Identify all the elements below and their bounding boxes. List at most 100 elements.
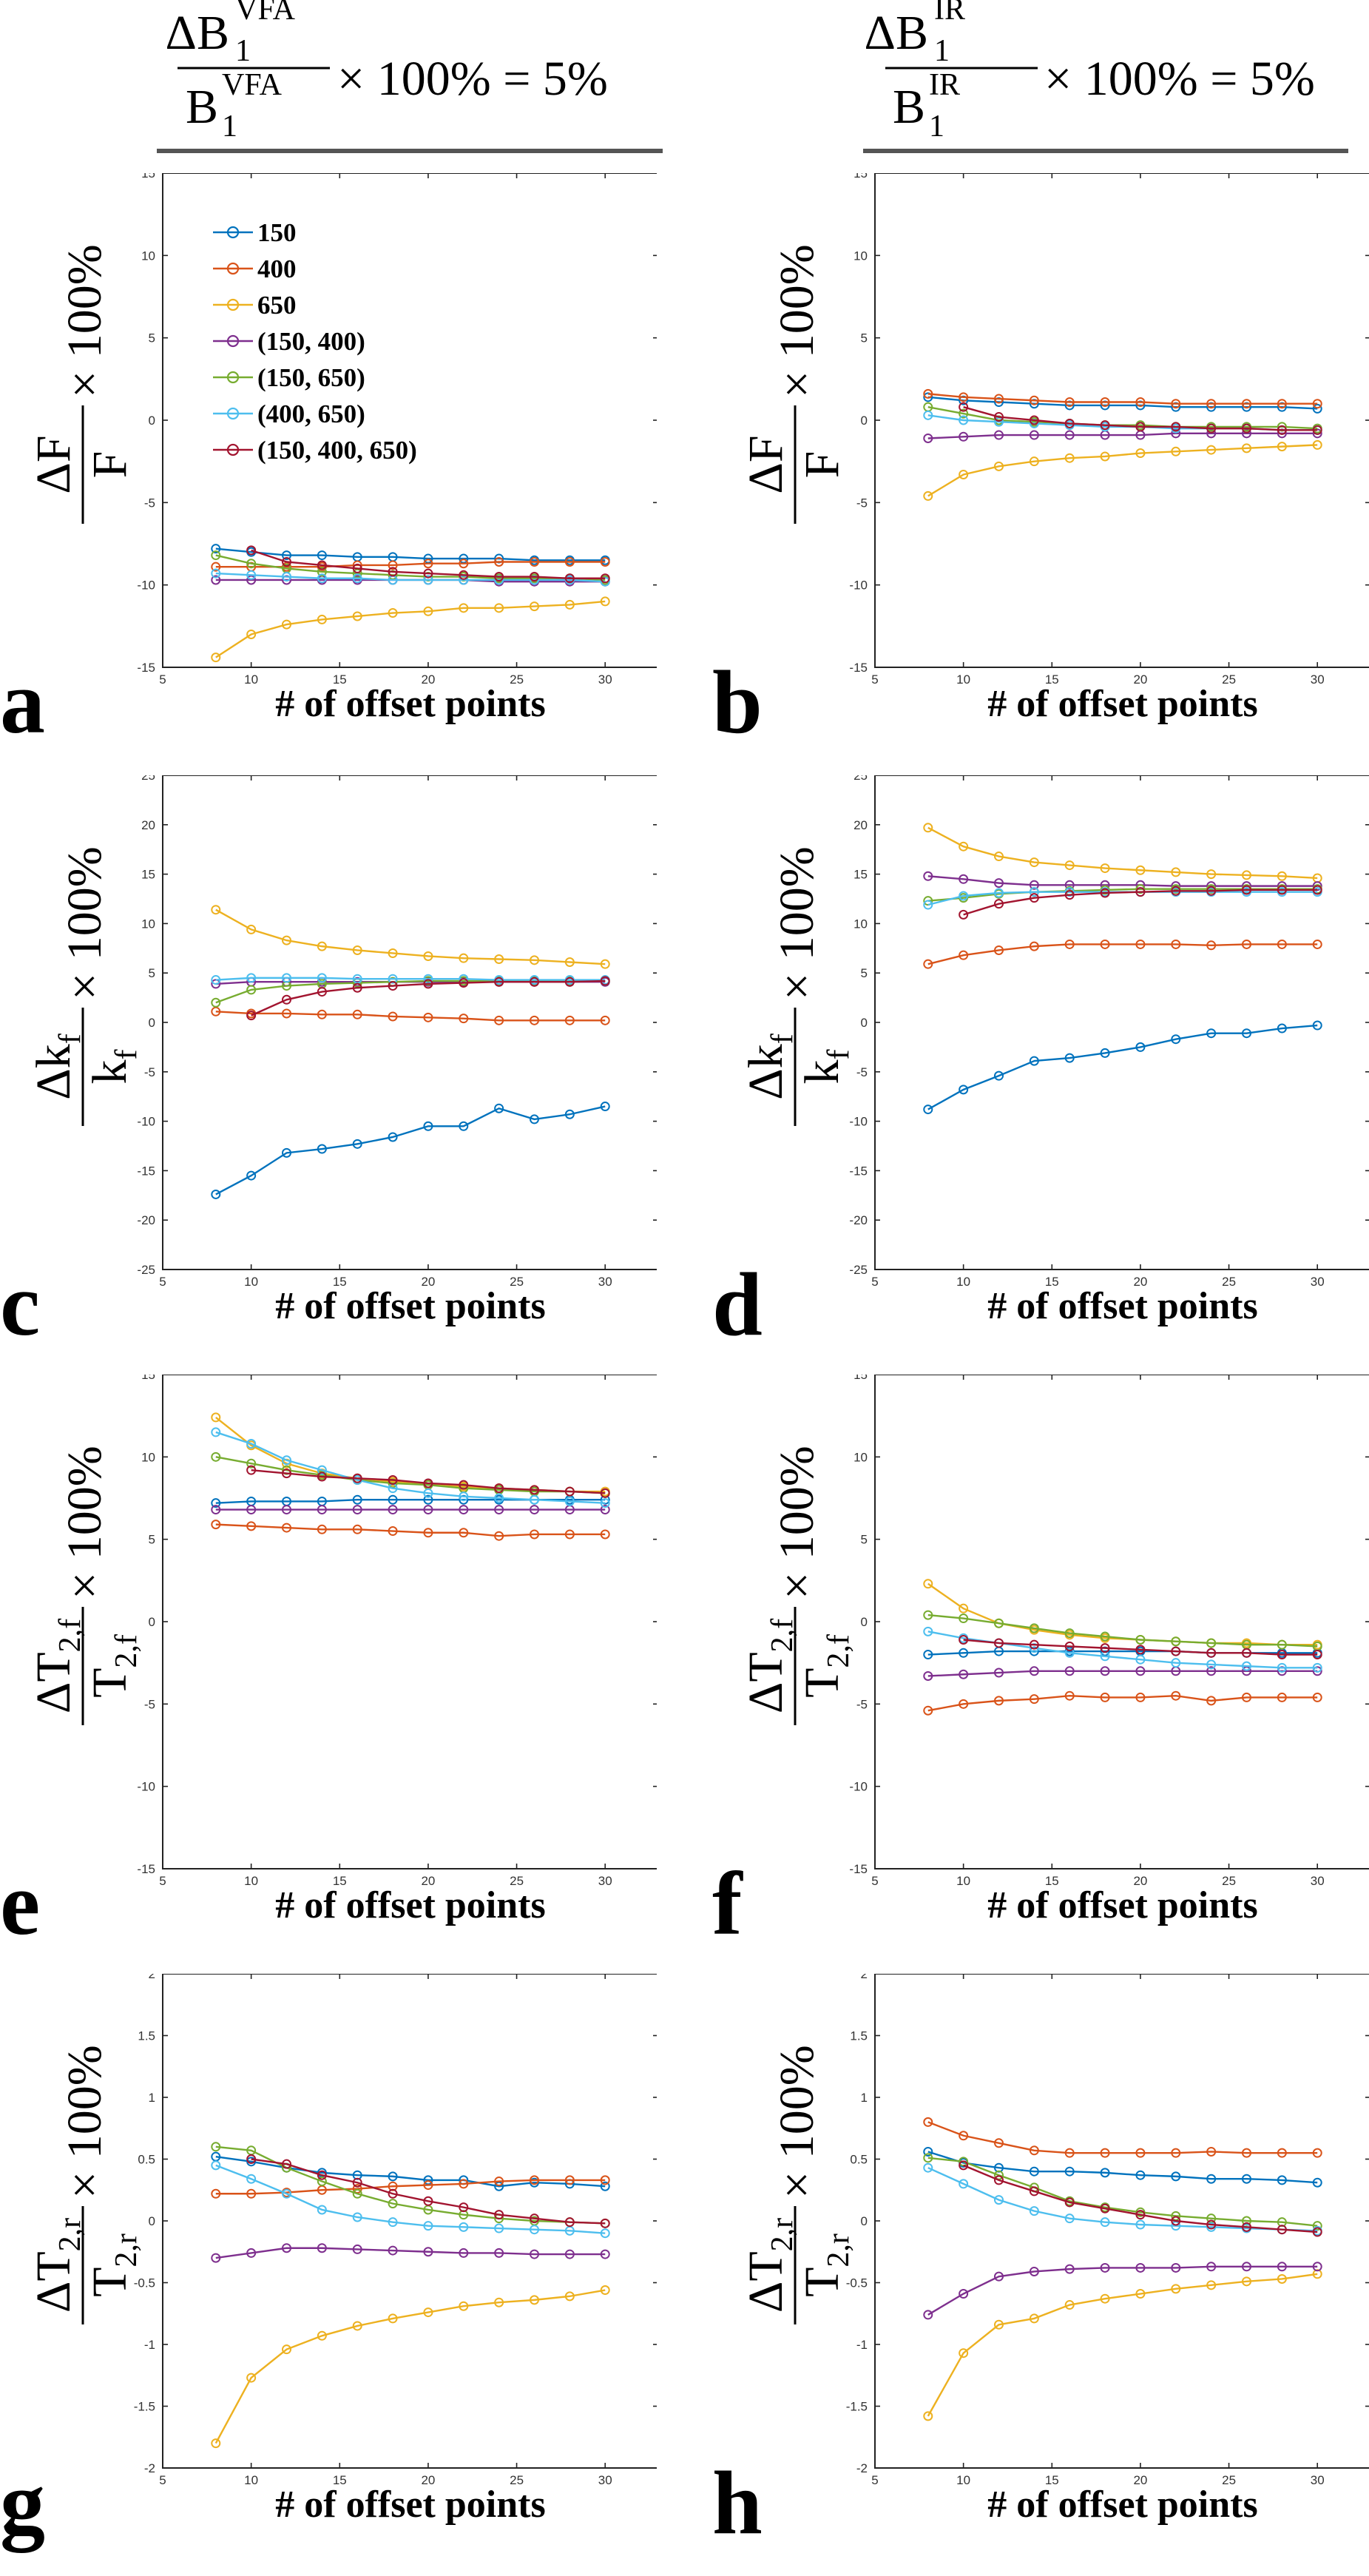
series-(400, 650): [211, 2160, 610, 2239]
data-point: [317, 560, 327, 570]
data-point: [923, 2146, 933, 2157]
x-tick-label: 5: [871, 672, 878, 687]
data-point: [246, 2174, 257, 2184]
data-point: [352, 1009, 362, 1019]
data-point: [994, 412, 1004, 422]
data-point: [423, 951, 433, 961]
data-point: [388, 974, 398, 984]
data-point: [530, 1505, 539, 1515]
data-point: [564, 2217, 575, 2228]
series-line: [927, 444, 1318, 497]
series-line: [215, 908, 606, 965]
data-point: [1064, 1628, 1075, 1639]
data-point: [1029, 880, 1039, 890]
data-point: [1135, 939, 1146, 949]
data-point: [246, 1439, 257, 1449]
data-point: [959, 415, 969, 425]
data-point: [1242, 423, 1251, 434]
data-point: [1029, 1639, 1039, 1650]
y-tick-label: 10: [141, 1450, 155, 1464]
data-point: [494, 2210, 504, 2220]
data-point: [1029, 857, 1039, 868]
data-point: [600, 2285, 610, 2296]
data-point: [1100, 2168, 1110, 2178]
data-point: [1029, 1666, 1039, 1676]
x-axis-label: # of offset points: [987, 2484, 1257, 2526]
data-point: [923, 490, 933, 501]
series-(150, 650): [211, 1451, 610, 1498]
series-line: [927, 1024, 1318, 1110]
y-label-rhs: × 100%: [770, 2045, 824, 2199]
y-label-denominator: T2,f: [795, 1634, 856, 1698]
data-point: [1135, 1692, 1146, 1702]
data-point: [1242, 399, 1251, 409]
data-point: [530, 1485, 539, 1495]
data-point: [959, 402, 969, 412]
data-point: [923, 900, 933, 910]
data-point: [423, 1528, 433, 1538]
data-point: [530, 2295, 539, 2305]
data-point: [564, 573, 575, 584]
data-point: [600, 1102, 610, 1112]
data-point: [1242, 870, 1251, 880]
data-point: [494, 2177, 504, 2187]
panel-letter: e: [0, 1854, 40, 1954]
data-point: [1064, 880, 1075, 890]
series-line: [927, 1670, 1318, 1677]
y-tick-label: 0: [861, 414, 868, 428]
data-point: [211, 562, 221, 572]
data-point: [600, 959, 610, 969]
data-point: [959, 469, 969, 479]
data-point: [282, 973, 291, 983]
data-point: [459, 603, 469, 613]
data-point: [1206, 886, 1217, 896]
data-point: [317, 2170, 327, 2180]
x-tick-label: 30: [598, 672, 612, 687]
data-point: [1029, 395, 1039, 405]
data-point: [1029, 2206, 1039, 2216]
data-point: [246, 2154, 257, 2164]
data-point: [1277, 425, 1287, 435]
y-tick-label: -5: [856, 1065, 868, 1079]
data-point: [1135, 2289, 1146, 2299]
data-point: [564, 1529, 575, 1540]
data-point: [923, 959, 933, 969]
data-point: [282, 550, 291, 561]
x-tick-label: 20: [1133, 672, 1147, 687]
data-point: [423, 1488, 433, 1498]
plot-frame: [162, 775, 657, 1270]
data-point: [211, 1412, 221, 1423]
data-point: [211, 544, 221, 554]
series-650: [923, 439, 1322, 501]
data-point: [923, 1105, 933, 1115]
data-point: [282, 994, 291, 1005]
data-point: [994, 899, 1004, 909]
data-point: [352, 982, 362, 993]
legend-label: (400, 650): [257, 399, 365, 428]
panel-letter: f: [712, 1854, 743, 1954]
series-line: [927, 1694, 1318, 1712]
y-label-rhs: × 100%: [58, 846, 112, 1000]
data-point: [282, 2159, 291, 2169]
series-line: [927, 2157, 1318, 2227]
data-point: [530, 572, 539, 582]
data-point: [1135, 2170, 1146, 2180]
data-point: [1242, 1692, 1251, 1702]
data-point: [1171, 399, 1181, 409]
data-point: [923, 871, 933, 881]
data-point: [600, 596, 610, 607]
data-point: [564, 2291, 575, 2302]
x-tick-label: 25: [510, 2473, 524, 2487]
y-label-numerator: ΔT2,r: [739, 2218, 800, 2313]
data-point: [1171, 1646, 1181, 1656]
data-point: [246, 985, 257, 995]
x-tick-label: 15: [333, 1874, 347, 1888]
y-tick-label: -0.5: [134, 2276, 155, 2290]
data-point: [994, 2195, 1004, 2205]
data-point: [352, 945, 362, 955]
data-point: [1100, 1666, 1110, 1676]
data-point: [1242, 2148, 1251, 2158]
data-point: [317, 941, 327, 951]
y-tick-label: -5: [144, 1697, 155, 1711]
